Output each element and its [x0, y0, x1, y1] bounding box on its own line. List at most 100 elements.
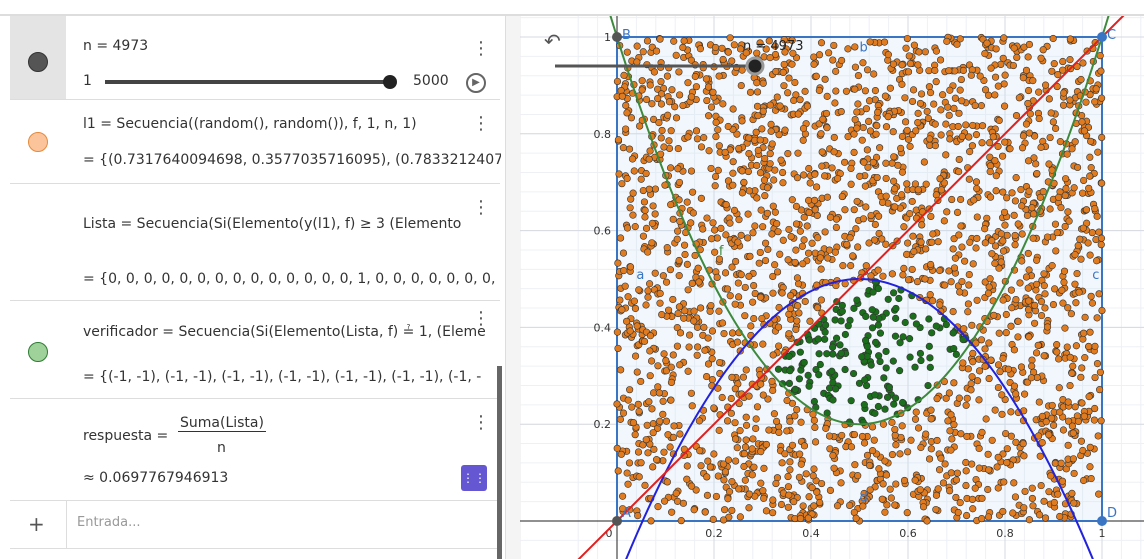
random-point [958, 97, 966, 105]
random-point [647, 357, 656, 365]
slider-track[interactable] [105, 80, 391, 84]
menu-button[interactable]: ⋮ [472, 113, 490, 134]
formula[interactable]: l1 = Secuencia((random(), random()), f, … [83, 116, 417, 132]
visibility-toggle[interactable] [28, 132, 48, 152]
random-point [811, 423, 819, 432]
random-point [721, 148, 729, 156]
row[interactable]: verificador = Secuencia(Si(Elemento(List… [10, 300, 500, 399]
menu-button[interactable]: ⋮ [472, 308, 490, 329]
random-point [684, 79, 692, 87]
random-point [922, 180, 930, 188]
random-point [1025, 297, 1033, 305]
random-point [687, 56, 695, 64]
row[interactable]: l1 = Secuencia((random(), random()), f, … [10, 99, 501, 184]
random-point [918, 221, 926, 229]
random-point [788, 196, 796, 204]
random-point [986, 168, 994, 176]
row-icon[interactable] [10, 16, 66, 99]
random-point [788, 36, 796, 44]
row[interactable]: n = 4973 ⋮ 1 5000 ▶ [10, 16, 500, 100]
random-point [675, 272, 683, 280]
row[interactable]: respuesta = Suma(Lista) n ⋮ ≈ 0.06977679… [10, 398, 500, 501]
random-point [627, 114, 636, 122]
formula[interactable]: verificador = Secuencia(Si(Elemento(List… [83, 324, 486, 340]
random-point [1097, 67, 1105, 75]
random-point [923, 107, 931, 116]
formula[interactable]: n = 4973 [83, 38, 149, 54]
random-point [644, 248, 652, 256]
random-point [1049, 34, 1057, 43]
input-bar[interactable]: Entrada... [77, 515, 141, 530]
random-point [635, 407, 643, 416]
random-point [765, 37, 773, 45]
random-point [937, 106, 945, 114]
random-point [851, 115, 859, 124]
menu-button[interactable]: ⋮ [472, 412, 490, 433]
random-point [1045, 160, 1053, 168]
random-point [1037, 143, 1045, 151]
random-point [892, 480, 900, 488]
slider-handle[interactable] [383, 75, 397, 89]
random-point [830, 464, 838, 472]
random-point [729, 105, 737, 113]
random-point [817, 265, 825, 273]
random-point [905, 335, 914, 343]
random-point [849, 252, 857, 260]
random-point [692, 83, 701, 91]
random-point [931, 66, 939, 75]
formula[interactable]: Lista = Secuencia(Si(Elemento(y(l1), f) … [83, 216, 462, 232]
random-point [1012, 296, 1020, 304]
random-point [1074, 242, 1082, 250]
random-point [1093, 257, 1101, 265]
random-point [834, 174, 842, 183]
random-point [882, 123, 891, 131]
random-point [784, 150, 792, 158]
random-point [1025, 129, 1033, 137]
random-point [771, 166, 779, 174]
visibility-toggle[interactable] [28, 52, 48, 72]
menu-button[interactable]: ⋮ [472, 38, 490, 59]
random-point [1068, 489, 1076, 497]
random-point [893, 194, 901, 202]
input-row[interactable]: + Entrada... [10, 500, 500, 549]
random-point [718, 319, 727, 327]
divider[interactable] [505, 16, 521, 559]
random-point [1086, 328, 1094, 336]
random-point [930, 100, 938, 108]
random-point [701, 346, 709, 354]
random-point [841, 206, 849, 214]
random-point [675, 303, 684, 311]
random-point [1042, 418, 1050, 426]
row[interactable]: Lista = Secuencia(Si(Elemento(y(l1), f) … [10, 183, 500, 301]
random-point [906, 353, 914, 361]
play-button[interactable]: ▶ [466, 73, 486, 93]
menu-button[interactable]: ⋮ [472, 197, 490, 218]
random-point [670, 422, 678, 430]
random-point [1054, 490, 1062, 498]
random-point [648, 239, 656, 247]
random-point [870, 70, 878, 78]
random-point [1079, 476, 1088, 485]
random-point [805, 382, 813, 390]
random-point [1010, 479, 1018, 487]
random-point [1043, 323, 1052, 331]
scrollbar[interactable] [497, 366, 502, 559]
random-point [620, 71, 628, 79]
random-point [917, 90, 926, 98]
add-button[interactable]: + [28, 512, 45, 536]
random-point [948, 435, 956, 443]
random-point [769, 272, 777, 281]
formula[interactable]: respuesta = [83, 428, 169, 444]
random-point [736, 427, 744, 435]
visibility-toggle[interactable] [28, 342, 48, 362]
random-point [618, 92, 626, 100]
keyboard-button[interactable]: ⋮⋮ [461, 465, 487, 491]
random-point [931, 120, 939, 128]
random-point [986, 193, 995, 201]
random-point [945, 111, 953, 119]
random-point [985, 283, 993, 291]
random-point [909, 232, 917, 240]
random-point [757, 448, 765, 456]
random-point [1046, 205, 1054, 213]
random-point [916, 349, 925, 358]
